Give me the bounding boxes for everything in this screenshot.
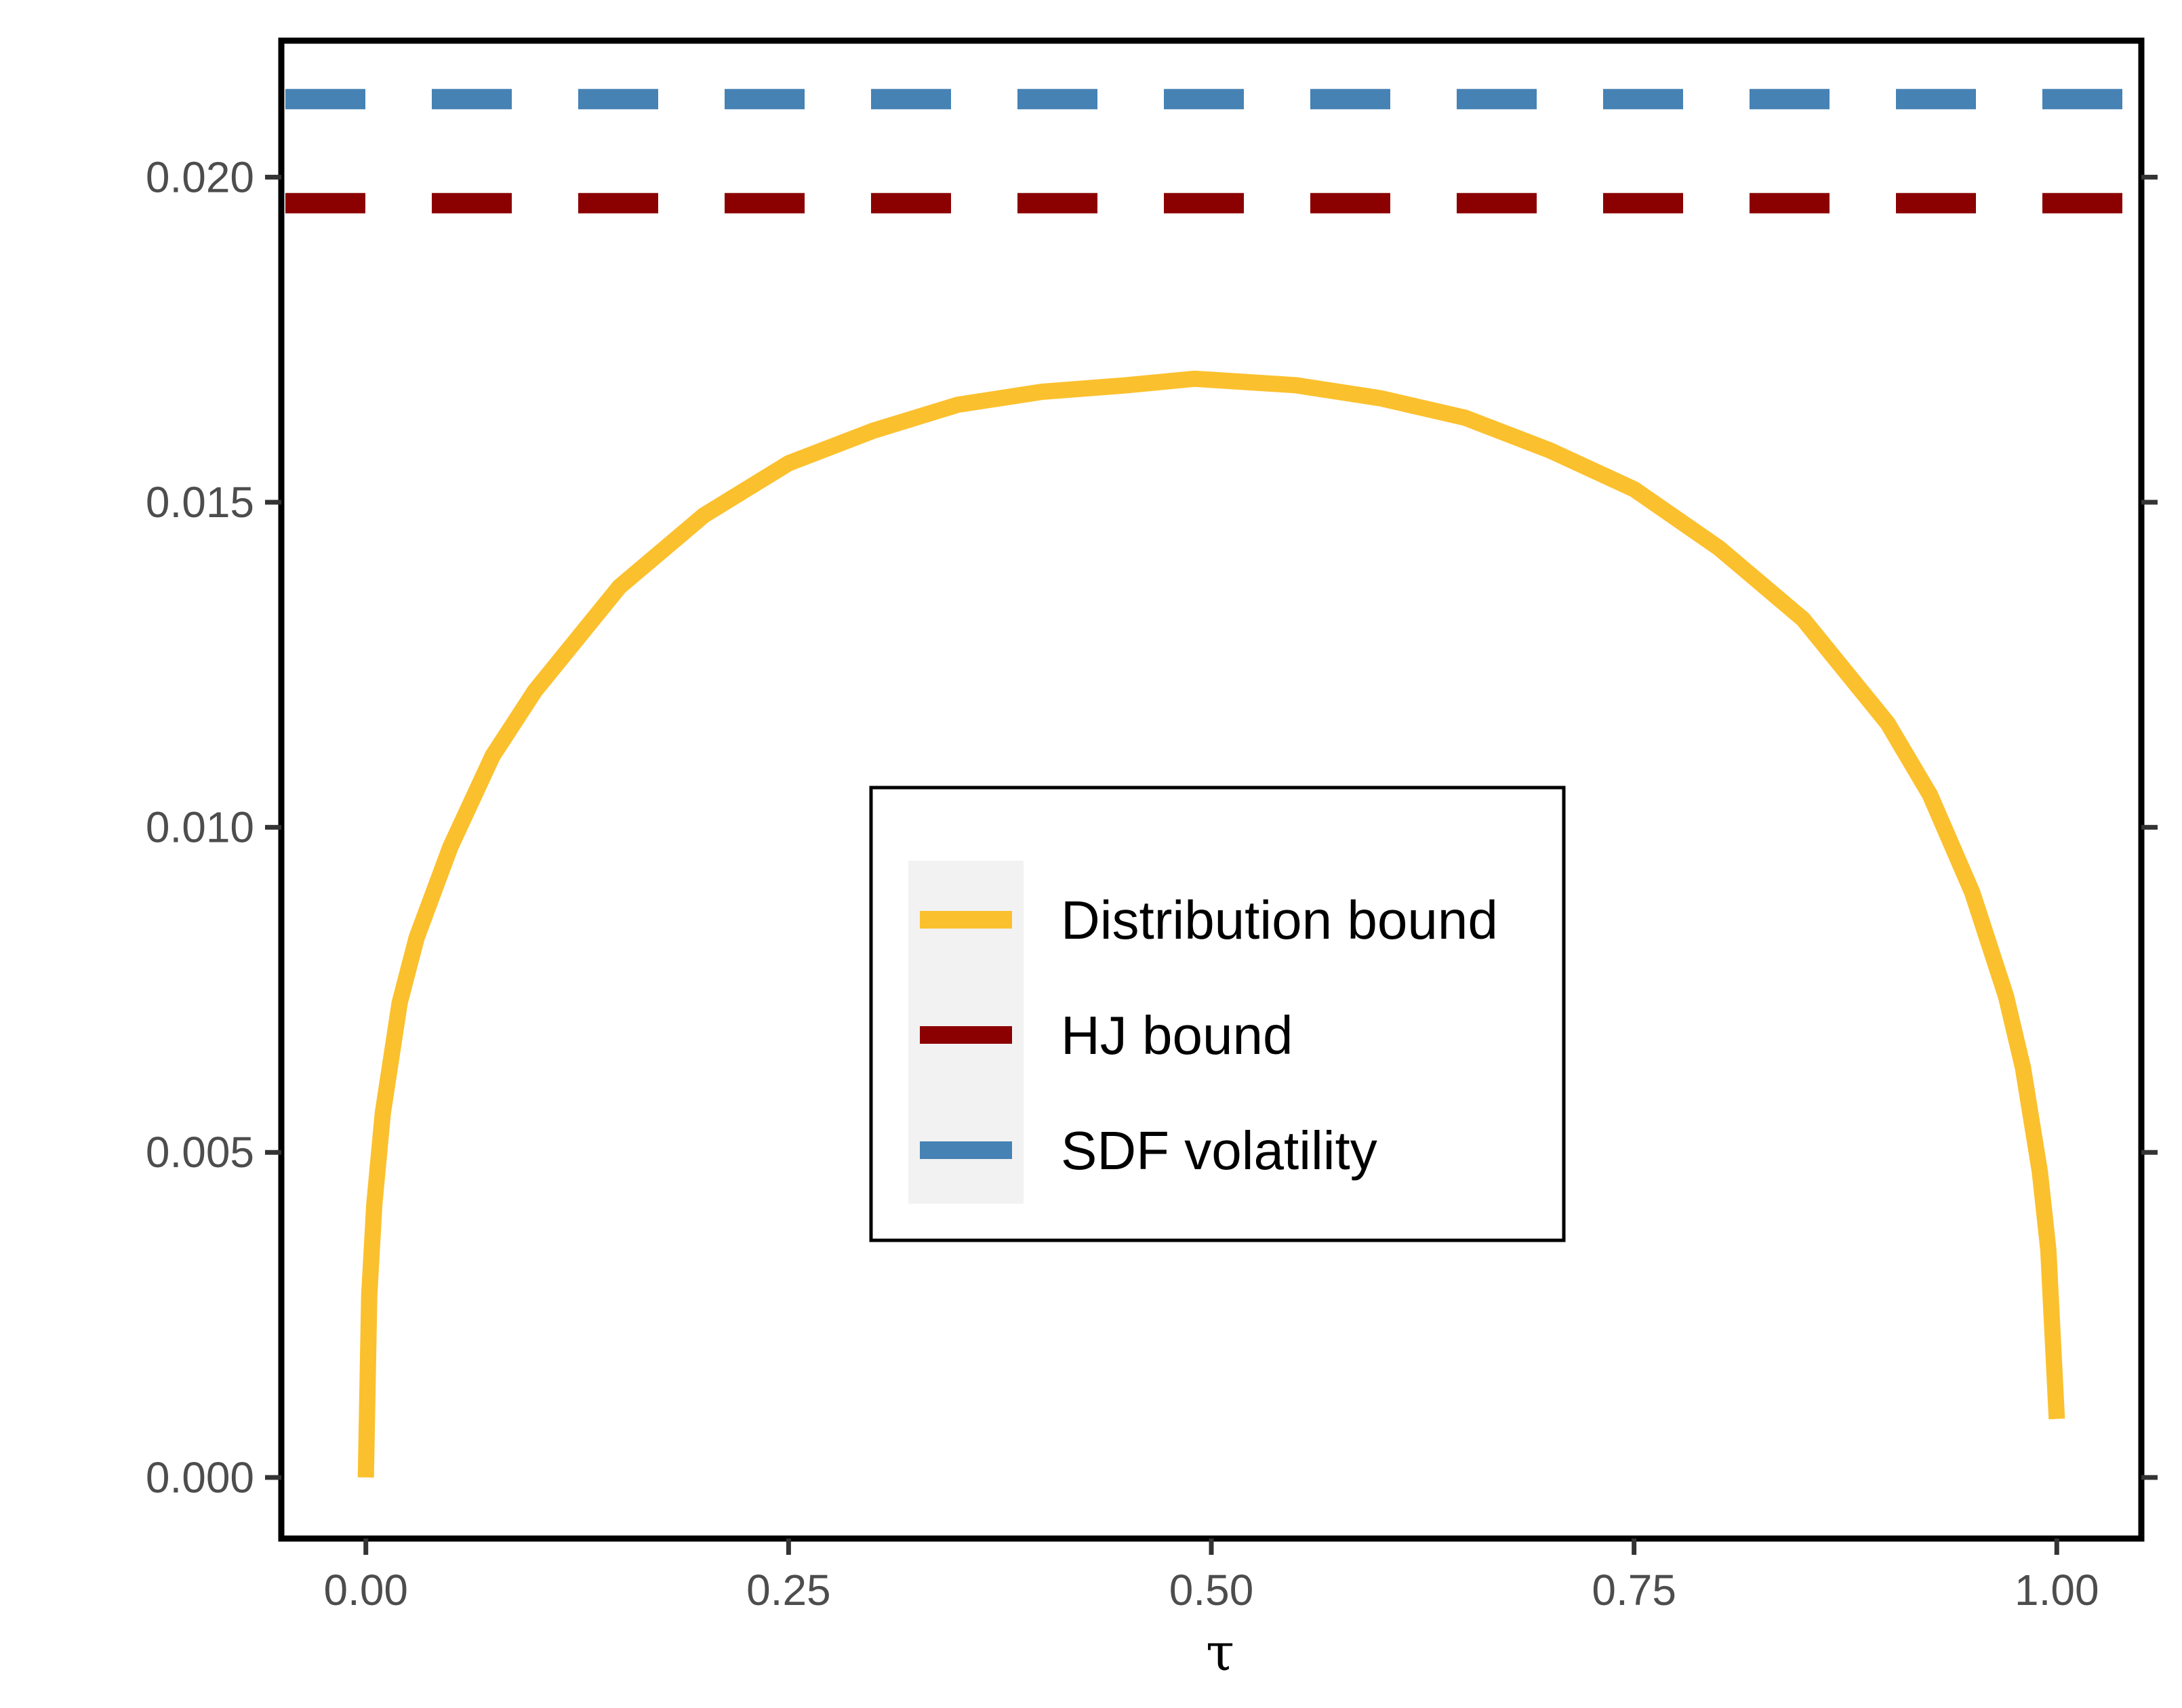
x-tick-label: 0.50 xyxy=(1169,1566,1254,1614)
legend: Distribution bound HJ bound SDF volatility xyxy=(869,786,1566,1242)
y-tick-label: 0.010 xyxy=(146,803,254,852)
legend-items: Distribution bound HJ bound SDF volatility xyxy=(920,890,1498,1181)
series-line-distribution-bound xyxy=(357,370,2065,1478)
x-tick-label: 0.00 xyxy=(323,1566,408,1614)
legend-label: SDF volatility xyxy=(1061,1120,1377,1181)
x-axis-title: τ xyxy=(1206,1622,1234,1682)
y-tick-label: 0.020 xyxy=(146,152,254,201)
series-layer xyxy=(281,89,2141,1478)
x-tick-label: 1.00 xyxy=(2015,1566,2099,1614)
legend-label: Distribution bound xyxy=(1061,890,1498,950)
x-tick-label: 0.25 xyxy=(746,1566,831,1614)
y-tick-label: 0.005 xyxy=(146,1128,254,1177)
y-tick-label: 0.000 xyxy=(146,1453,254,1502)
legend-label: HJ bound xyxy=(1061,1005,1293,1065)
ticks-layer: 0.000 0.005 0.010 0.015 0.020 0.00 0.25 0.50 0.7… xyxy=(146,152,2158,1614)
x-tick-label: 0.75 xyxy=(1592,1566,1676,1614)
y-tick-label: 0.015 xyxy=(146,478,254,527)
